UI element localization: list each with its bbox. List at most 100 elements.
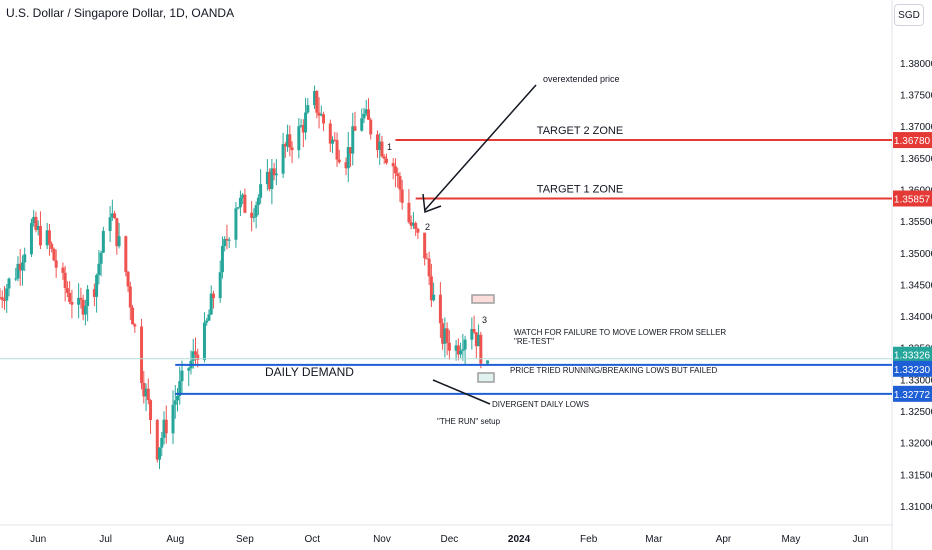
candle-body (445, 328, 449, 343)
candle-body (193, 351, 197, 355)
current-price-badge-text: 1.33326 (894, 351, 931, 362)
candle-body (124, 236, 128, 272)
wave-label-2: 2 (425, 222, 430, 232)
y-tick-label: 1.31500 (900, 470, 932, 481)
candle-body (382, 156, 386, 159)
candle-body (92, 289, 96, 297)
candle-body (23, 254, 27, 263)
x-tick-label: Sep (236, 534, 254, 545)
candle-body (337, 159, 341, 163)
candle-body (268, 171, 272, 190)
candle-body (110, 213, 114, 218)
y-tick-label: 1.37500 (900, 90, 932, 101)
candle-body (173, 400, 177, 405)
wave-label-1: 1 (387, 142, 392, 152)
candle-body (83, 306, 87, 315)
y-tick-label: 1.32000 (900, 439, 932, 450)
candle-body (393, 166, 397, 174)
x-tick-label: May (781, 534, 800, 545)
y-tick-label: 1.38000 (900, 59, 932, 70)
candle-body (77, 297, 81, 305)
y-tick-label: 1.33000 (900, 375, 932, 386)
candle-body (117, 236, 121, 247)
divergence-line (432, 379, 491, 405)
candle-body (256, 197, 260, 206)
demand-top-price-badge-text: 1.33230 (894, 365, 931, 376)
candle-body (281, 144, 285, 174)
candle-body (236, 207, 240, 209)
candle-body (456, 345, 460, 355)
candle-body (0, 297, 4, 300)
candle-body (178, 381, 182, 396)
the-run-label: "THE RUN" setup (437, 417, 501, 426)
candle-body (286, 134, 290, 147)
candle-body (369, 119, 373, 135)
demand-bottom-price-badge (893, 385, 932, 402)
x-tick-label: Aug (166, 534, 184, 545)
candle-body (265, 171, 269, 185)
candle-body (191, 351, 195, 361)
candle-body (454, 345, 458, 351)
candle-body (429, 276, 433, 301)
candle-body (328, 123, 332, 144)
candle-body (180, 370, 184, 382)
candle-body (218, 272, 222, 299)
candle-body (158, 447, 162, 460)
candle-body (411, 223, 415, 226)
candle-body (366, 109, 370, 120)
wave-label-3: 3 (482, 315, 487, 325)
candle-body (297, 126, 301, 151)
candle-body (209, 293, 213, 315)
candle-body (353, 126, 357, 131)
candle-body (322, 114, 326, 124)
candle-body (396, 173, 400, 177)
y-tick-label: 1.34500 (900, 280, 932, 291)
watch-label: WATCH FOR FAILURE TO MOVE LOWER FROM SEL… (514, 328, 726, 337)
candle-body (16, 263, 20, 279)
candle-body (86, 289, 90, 307)
target-2-zone-label: TARGET 2 ZONE (537, 125, 623, 137)
candle-body (438, 294, 442, 324)
candle-body (407, 202, 411, 223)
target-2-price-badge-text: 1.36780 (894, 136, 931, 147)
candle-body (427, 258, 431, 277)
candle-body (97, 263, 101, 276)
candle-body (81, 299, 85, 315)
candle-body (205, 320, 209, 323)
candle-body (362, 113, 366, 119)
candle-body (113, 213, 117, 219)
x-tick-label: Jun (852, 534, 868, 545)
candle-body (128, 286, 132, 308)
candle-body (472, 328, 476, 333)
candle-body (196, 354, 200, 360)
candle-body (409, 222, 413, 226)
x-tick-label: Apr (716, 534, 732, 545)
candle-body (5, 288, 9, 301)
candle-body (61, 267, 65, 273)
divergent-label: DIVERGENT DAILY LOWS (492, 400, 589, 409)
candle-body (477, 334, 481, 347)
candle-body (364, 109, 368, 114)
candle-body (36, 225, 40, 230)
x-tick-label: Feb (580, 534, 598, 545)
candle-body (351, 126, 355, 154)
candle-body (38, 225, 42, 246)
candle-body (360, 118, 364, 131)
candle-body (131, 307, 135, 325)
candle-body (252, 216, 256, 218)
candle-body (70, 301, 74, 305)
currency-badge[interactable]: SGD (894, 4, 924, 26)
candle-body (335, 140, 339, 160)
candle-body (68, 292, 72, 302)
demand-bottom-price-badge-text: 1.32772 (894, 390, 931, 401)
candle-body (47, 230, 51, 244)
candle-body (202, 322, 206, 360)
arrow-head-icon (422, 193, 442, 214)
overextended-arrow (424, 84, 537, 211)
x-tick-label: Mar (645, 534, 663, 545)
candle-body (259, 184, 263, 198)
x-tick-label: Oct (305, 534, 321, 545)
candle-body (479, 334, 483, 364)
candle-body (443, 328, 447, 344)
